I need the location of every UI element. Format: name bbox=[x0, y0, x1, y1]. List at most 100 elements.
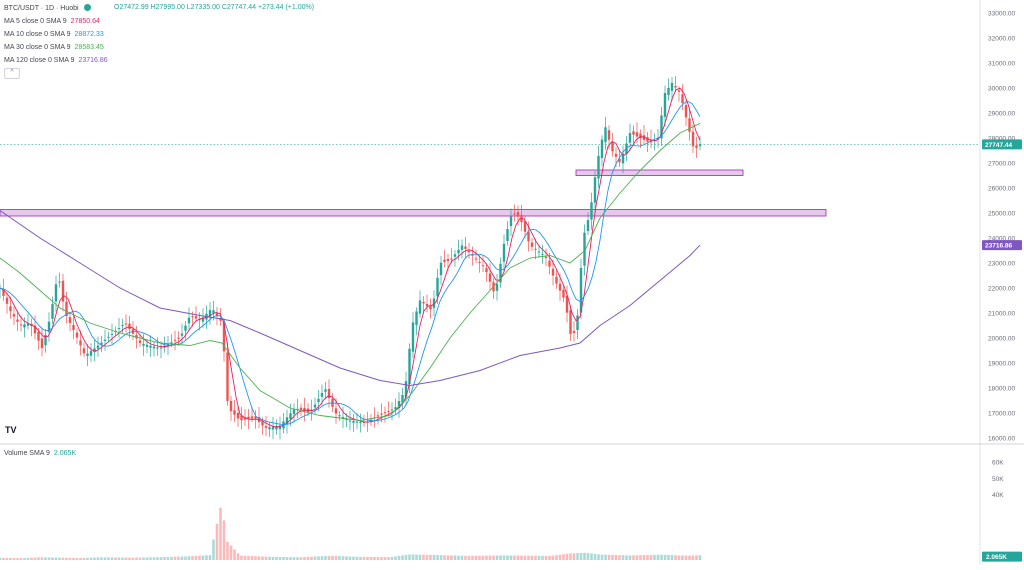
candle-body bbox=[177, 337, 180, 339]
candle-body bbox=[677, 90, 681, 92]
volume-bar bbox=[569, 553, 572, 560]
collapse-indicators-button[interactable]: ^ bbox=[4, 68, 20, 79]
volume-bar bbox=[348, 556, 352, 560]
volume-bar bbox=[72, 557, 75, 560]
volume-bar bbox=[51, 557, 54, 560]
volume-bar bbox=[369, 556, 373, 560]
candle-body bbox=[166, 344, 170, 345]
candle-body bbox=[75, 332, 79, 338]
volume-bar bbox=[103, 557, 107, 560]
volume-bar bbox=[625, 555, 628, 560]
candle-body bbox=[387, 411, 390, 413]
candle-body bbox=[299, 407, 303, 410]
candle-body bbox=[243, 417, 247, 420]
volume-bar bbox=[527, 555, 530, 560]
volume-bar bbox=[12, 558, 16, 560]
candle-body bbox=[58, 281, 61, 283]
volume-bar bbox=[23, 557, 26, 560]
volume-bar bbox=[184, 556, 187, 560]
volume-bar bbox=[688, 555, 691, 560]
candle-body bbox=[583, 232, 586, 266]
volume-bar bbox=[131, 557, 135, 560]
last-price-badge-bg bbox=[982, 139, 1022, 150]
volume-bar bbox=[551, 555, 555, 560]
volume-bar bbox=[233, 549, 236, 560]
ma30-line bbox=[0, 123, 701, 421]
volume-bar bbox=[646, 555, 649, 560]
candle-body bbox=[611, 142, 614, 152]
volume-bar bbox=[579, 552, 583, 560]
candle-body bbox=[86, 353, 89, 356]
volume-bar bbox=[394, 556, 397, 560]
candle-body bbox=[684, 105, 688, 118]
candle-body bbox=[296, 408, 299, 410]
volume-bar bbox=[250, 556, 254, 560]
volume-bar bbox=[82, 557, 86, 560]
volume-bar bbox=[54, 557, 58, 560]
indicator-value: 28583.45 bbox=[74, 44, 104, 51]
candle-body bbox=[103, 339, 107, 341]
candle-body bbox=[19, 324, 23, 326]
candle-body bbox=[96, 345, 100, 349]
volume-bar bbox=[338, 556, 341, 560]
volume-bar bbox=[572, 553, 576, 560]
volume-indicator[interactable]: Volume SMA 9 2.065K bbox=[4, 449, 76, 458]
indicator-ma30[interactable]: MA 30 close 0 SMA 9 28583.45 bbox=[4, 43, 104, 52]
volume-bar bbox=[19, 558, 23, 560]
indicator-ma120[interactable]: MA 120 close 0 SMA 9 23716.86 bbox=[4, 56, 108, 65]
candle-body bbox=[464, 246, 467, 249]
candle-body bbox=[12, 314, 16, 317]
volume-bar bbox=[635, 555, 639, 560]
candle-body bbox=[68, 317, 72, 323]
volume-bar bbox=[327, 555, 331, 560]
ohlc-readout: O27472.99 H27995.00 L27335.00 C27747.44 … bbox=[114, 4, 315, 11]
indicator-ma5[interactable]: MA 5 close 0 SMA 9 27850.64 bbox=[4, 17, 100, 26]
volume-bar bbox=[618, 555, 621, 560]
volume-bar bbox=[362, 556, 366, 560]
volume-bar bbox=[289, 557, 292, 560]
candle-body bbox=[208, 310, 212, 317]
indicator-label: MA 10 close 0 SMA 9 bbox=[4, 31, 71, 38]
volume-bar bbox=[460, 555, 464, 560]
price-tick-label: 21000.00 bbox=[988, 311, 1015, 318]
volume-bar bbox=[152, 557, 156, 560]
candle-body bbox=[600, 139, 604, 159]
symbol-title[interactable]: BTC/USDT · 1D · Huobi bbox=[4, 5, 79, 12]
volume-bar bbox=[642, 555, 646, 560]
candle-body bbox=[275, 426, 278, 430]
candle-body bbox=[159, 347, 163, 349]
candle-body bbox=[303, 408, 306, 412]
candle-body bbox=[614, 153, 618, 157]
volume-bar bbox=[562, 554, 565, 560]
price-tick-label: 29000.00 bbox=[988, 111, 1015, 118]
volume-bar bbox=[439, 555, 443, 560]
candle-body bbox=[628, 133, 632, 143]
volume-bar bbox=[254, 556, 257, 560]
candle-body bbox=[47, 321, 51, 332]
volume-bar bbox=[5, 557, 9, 560]
volume-bar bbox=[660, 554, 663, 560]
candle-body bbox=[359, 422, 362, 424]
volume-bar bbox=[138, 557, 142, 560]
ma120-badge-bg bbox=[982, 240, 1022, 251]
candle-body bbox=[667, 88, 670, 96]
volume-bar bbox=[296, 557, 299, 560]
candle-body bbox=[586, 220, 590, 232]
volume-bar bbox=[331, 555, 334, 560]
volume-bar bbox=[674, 555, 677, 560]
volume-bar bbox=[425, 554, 429, 560]
candle-body bbox=[467, 250, 471, 253]
volume-bar bbox=[488, 555, 492, 560]
volume-bar bbox=[376, 557, 380, 560]
candle-body bbox=[621, 154, 625, 164]
candle-body bbox=[37, 331, 40, 341]
candle-body bbox=[425, 303, 429, 307]
tradingview-logo[interactable]: TV bbox=[5, 425, 17, 435]
candle-body bbox=[278, 425, 282, 430]
indicator-ma10[interactable]: MA 10 close 0 SMA 9 28872.33 bbox=[4, 30, 104, 39]
volume-bar bbox=[611, 554, 614, 560]
price-tick-label: 16000.00 bbox=[988, 436, 1015, 443]
candle-body bbox=[110, 333, 114, 335]
candle-body bbox=[569, 310, 572, 334]
